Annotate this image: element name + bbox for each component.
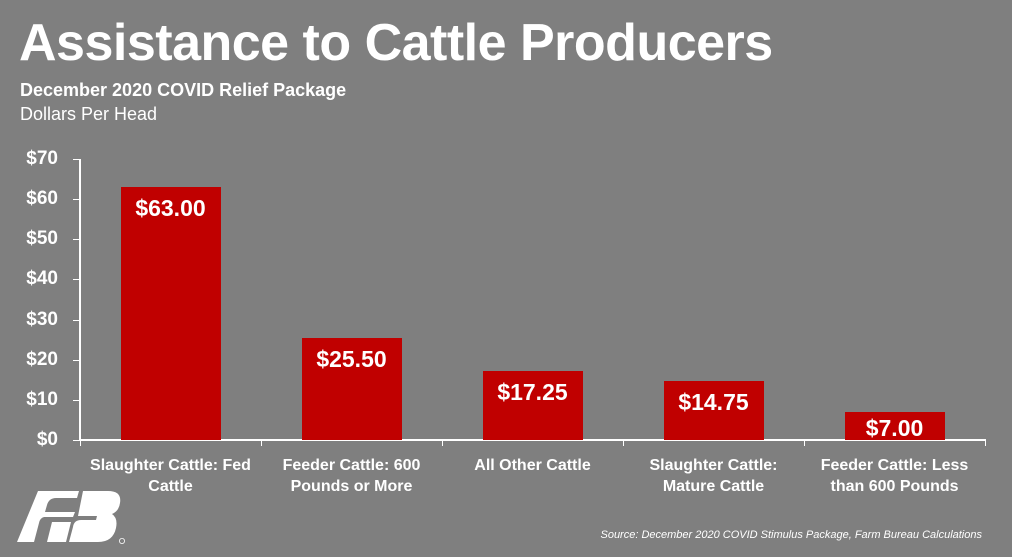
chart-unit-label: Dollars Per Head <box>20 104 158 124</box>
y-tick-label: $60 <box>26 188 58 210</box>
y-tick-mark <box>73 199 80 200</box>
category-line-1: Slaughter Cattle: Fed <box>90 457 251 474</box>
x-category-label: All Other Cattle <box>442 455 623 476</box>
y-tick-label: $70 <box>26 148 58 169</box>
category-line-2: than 600 Pounds <box>830 478 959 495</box>
bar: $17.25 <box>482 370 583 440</box>
x-tick-mark <box>985 440 986 446</box>
bar-value-label: $17.25 <box>497 378 568 405</box>
bar-value-label: $14.75 <box>678 388 749 415</box>
y-tick-label: $20 <box>26 348 58 370</box>
y-tick-label: $0 <box>36 429 58 450</box>
x-category-label: Slaughter Cattle: Mature Cattle <box>623 455 804 497</box>
bar-value-label: $63.00 <box>135 195 206 222</box>
category-line-1: Feeder Cattle: Less <box>820 457 969 474</box>
x-tick-mark <box>80 440 81 446</box>
y-tick-label: $30 <box>26 308 58 330</box>
x-category-label: Slaughter Cattle: Fed Cattle <box>80 455 261 497</box>
bar: $25.50 <box>301 337 402 440</box>
x-category-label: Feeder Cattle: Less than 600 Pounds <box>804 455 985 497</box>
category-line-1: Slaughter Cattle: <box>649 457 778 474</box>
x-tick-mark <box>804 440 805 446</box>
category-line-2: Cattle <box>148 478 193 495</box>
x-tick-mark <box>261 440 262 446</box>
y-tick-mark <box>73 159 80 160</box>
y-tick-mark <box>73 440 80 441</box>
y-tick-mark <box>73 400 80 401</box>
category-line-1: All Other Cattle <box>474 457 591 474</box>
chart-subtitle: December 2020 COVID Relief Package <box>20 80 347 100</box>
y-tick-label: $40 <box>26 268 58 290</box>
category-line-2: Mature Cattle <box>662 478 765 495</box>
chart-title: Assistance to Cattle Producers <box>19 14 773 72</box>
x-tick-mark <box>442 440 443 446</box>
x-tick-mark <box>623 440 624 446</box>
category-line-2: Pounds or More <box>290 478 413 495</box>
bar-value-label: $25.50 <box>316 345 387 372</box>
y-axis <box>79 159 81 441</box>
y-tick-label: $10 <box>26 388 58 410</box>
category-line-1: Feeder Cattle: 600 <box>282 457 421 474</box>
y-tick-label: $50 <box>26 228 58 250</box>
y-tick-mark <box>73 320 80 321</box>
bar: $63.00 <box>120 187 221 440</box>
source-note: Source: December 2020 COVID Stimulus Pac… <box>600 529 982 541</box>
x-axis <box>79 439 986 441</box>
y-tick-mark <box>73 360 80 361</box>
y-tick-mark <box>73 279 80 280</box>
bar-value-label: $7.00 <box>865 414 924 441</box>
farm-bureau-logo-icon <box>17 491 126 545</box>
bar: $7.00 <box>844 411 945 441</box>
x-category-label: Feeder Cattle: 600 Pounds or More <box>261 455 442 497</box>
y-tick-mark <box>73 239 80 240</box>
bar: $14.75 <box>663 380 764 440</box>
